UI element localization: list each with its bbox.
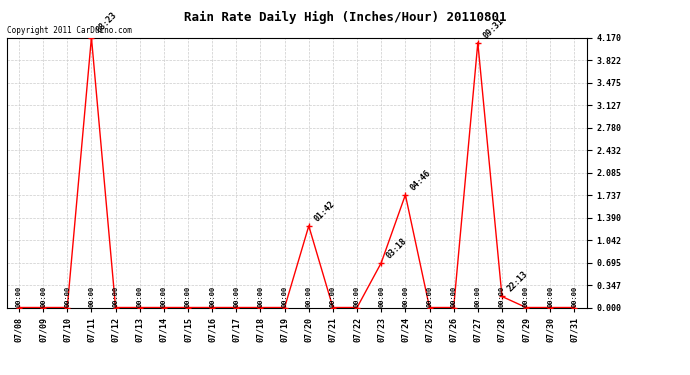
Text: 00:00: 00:00 — [571, 286, 578, 307]
Text: 00:00: 00:00 — [330, 286, 336, 307]
Text: 00:00: 00:00 — [402, 286, 408, 307]
Text: 00:00: 00:00 — [16, 286, 22, 307]
Text: 00:00: 00:00 — [64, 286, 70, 307]
Text: 00:00: 00:00 — [547, 286, 553, 307]
Text: Rain Rate Daily High (Inches/Hour) 20110801: Rain Rate Daily High (Inches/Hour) 20110… — [184, 11, 506, 24]
Text: 03:18: 03:18 — [385, 236, 409, 260]
Text: 00:00: 00:00 — [185, 286, 191, 307]
Text: 00:00: 00:00 — [475, 286, 481, 307]
Text: 00:00: 00:00 — [523, 286, 529, 307]
Text: 00:00: 00:00 — [306, 286, 312, 307]
Text: 00:00: 00:00 — [257, 286, 264, 307]
Text: 00:00: 00:00 — [137, 286, 143, 307]
Text: 22:13: 22:13 — [506, 270, 530, 294]
Text: 00:00: 00:00 — [282, 286, 288, 307]
Text: 01:42: 01:42 — [313, 199, 337, 223]
Text: 00:00: 00:00 — [40, 286, 46, 307]
Text: 00:00: 00:00 — [88, 286, 95, 307]
Text: 00:00: 00:00 — [209, 286, 215, 307]
Text: 00:00: 00:00 — [233, 286, 239, 307]
Text: 09:31: 09:31 — [482, 16, 506, 40]
Text: 00:00: 00:00 — [354, 286, 360, 307]
Text: 00:00: 00:00 — [426, 286, 433, 307]
Text: 04:46: 04:46 — [409, 168, 433, 192]
Text: 00:00: 00:00 — [451, 286, 457, 307]
Text: 00:00: 00:00 — [378, 286, 384, 307]
Text: 00:00: 00:00 — [499, 286, 505, 307]
Text: 08:23: 08:23 — [95, 11, 119, 35]
Text: 00:00: 00:00 — [112, 286, 119, 307]
Text: 00:00: 00:00 — [161, 286, 167, 307]
Text: Copyright 2011 CarDuino.com: Copyright 2011 CarDuino.com — [7, 26, 132, 35]
